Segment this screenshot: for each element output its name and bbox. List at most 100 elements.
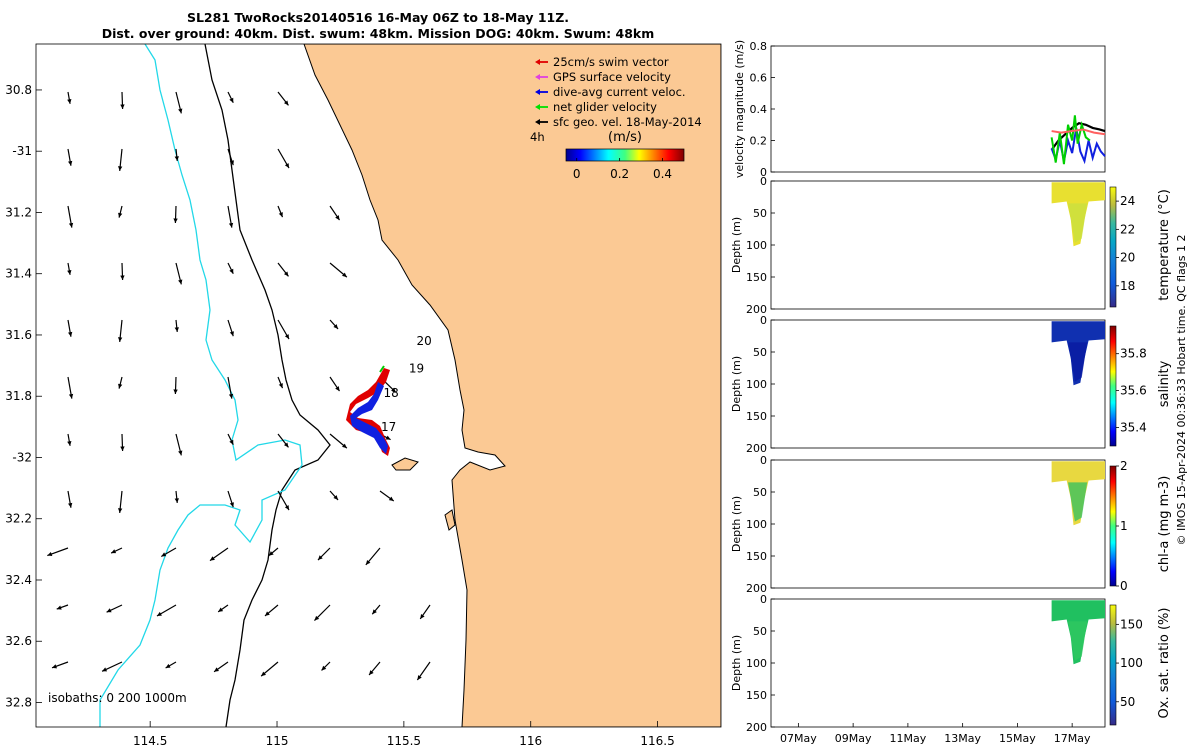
surface-velocity-arrows (47, 91, 431, 681)
colorbar-tick-label: 20 (1120, 251, 1135, 265)
lon-tick-label: 116 (519, 734, 542, 748)
depth-panel-frame (770, 319, 1106, 449)
time-label: 4h (530, 130, 545, 144)
velocity-arrow-head (228, 393, 234, 399)
depth-tick-label: 200 (746, 721, 767, 734)
velocity-arrow-head (229, 502, 234, 508)
time-tick-label: 13May (944, 732, 981, 745)
velocity-arrow-head (156, 611, 162, 616)
colorbar-tick-label: 22 (1120, 222, 1135, 236)
colorbar-tick-label: 35.8 (1120, 347, 1147, 361)
depth-ylabel: Depth (m) (730, 217, 743, 273)
lat-tick-label: 32.8 (5, 695, 32, 709)
map-panel: 20 19 18 17 114.5 115 115.5 116 116.5 30.8 -31 31.… (5, 43, 722, 748)
velocity-arrow-head (335, 386, 340, 392)
velocity-arrow-head (229, 439, 234, 445)
map-frame (35, 43, 722, 728)
velocity-arrow-head (118, 166, 123, 171)
velocity-ytick-label: 0.4 (750, 103, 768, 116)
velocity-arrow-head (314, 615, 320, 621)
depth-ylabel: Depth (m) (730, 356, 743, 412)
velocity-arrow-head (118, 508, 123, 513)
velocity-arrow-head (335, 215, 340, 221)
depth-ylabel: Depth (m) (730, 635, 743, 691)
depth-tick-label: 150 (746, 689, 767, 702)
velocity-arrow-head (284, 334, 289, 340)
velocity-arrow-head (67, 99, 72, 104)
garden-island (391, 457, 419, 471)
velocity-arrow-head (268, 551, 274, 556)
velocity-arrow-head (333, 495, 339, 500)
velocity-arrow-head (120, 275, 125, 280)
velocity-arrow-head (317, 555, 323, 561)
velocity-arrow-head (178, 279, 183, 285)
title-line-2: Dist. over ground: 40km. Dist. swum: 48k… (102, 26, 655, 41)
rottnest-island (444, 509, 456, 531)
velocity-arrow-head (420, 613, 425, 619)
colorbar-tick-label: 35.4 (1120, 421, 1147, 435)
velocity-arrow-head (229, 268, 234, 274)
velocity-arrow-head (342, 443, 347, 449)
speed-colorbar (565, 148, 685, 162)
velocity-arrow-head (106, 608, 112, 613)
time-tick-label: 11May (890, 732, 927, 745)
velocity-arrow-head (388, 496, 394, 501)
panel-colorbar (1109, 186, 1117, 308)
day-label: 19 (409, 362, 424, 376)
depth-panel: 0 50 100 150 200 Depth (m) 0 1 2 chl-a (mg m-3) (730, 454, 1172, 595)
velocity-panel: 0 0.2 0.4 0.6 0.8 velocity magnitude (m/s) (733, 40, 1106, 179)
lat-tick-label: 32.2 (5, 512, 32, 526)
legend-swatch-head (535, 119, 540, 125)
velocity-arrow-head (174, 156, 179, 161)
colorbar-label: chl-a (mg m-3) (1157, 476, 1172, 573)
velocity-arrow-head (120, 104, 125, 109)
depth-tick-label: 50 (753, 486, 767, 499)
velocity-arrow-head (264, 611, 270, 616)
colorbar-label: Ox. sat. ratio (%) (1157, 608, 1172, 719)
velocity-arrow-head (68, 331, 73, 337)
colorbar-tick-label: 0 (1120, 579, 1128, 593)
velocity-ticks: 0 0.2 0.4 0.6 0.8 (750, 40, 775, 179)
colorbar-tick-label: 2 (1120, 459, 1128, 473)
depth-panel-frame (770, 598, 1106, 728)
lon-tick-label: 115 (266, 734, 289, 748)
colorbar-tick-label: 0.2 (610, 167, 629, 181)
velocity-arrow-head (214, 667, 220, 672)
velocity-arrow-head (67, 441, 72, 446)
velocity-arrow-head (178, 450, 183, 456)
depth-tick-label: 150 (746, 410, 767, 423)
velocity-arrow-head (173, 218, 178, 223)
legend-swatch-head (535, 74, 540, 80)
lat-tick-label: 31.6 (5, 328, 32, 342)
velocity-arrow-head (284, 505, 289, 511)
velocity-arrow-head (173, 389, 178, 394)
day-labels: 20 19 18 17 (381, 334, 432, 434)
velocity-arrow-head (47, 551, 53, 557)
legend-entry: dive-avg current veloc. (553, 85, 686, 99)
depth-tick-label: 50 (753, 625, 767, 638)
legend-entry: GPS surface velocity (553, 70, 671, 84)
time-tick-label: 17May (1054, 732, 1091, 745)
velocity-arrow-head (365, 560, 371, 565)
depth-tick-label: 0 (760, 314, 767, 327)
lat-tick-label: 31.2 (5, 205, 32, 219)
lat-tick-label: 31.4 (5, 267, 32, 281)
velocity-arrow-head (56, 605, 62, 610)
panel-colorbar (1109, 604, 1117, 726)
colorbar-tick-label: 0.4 (653, 167, 672, 181)
lat-tick-label: 30.8 (5, 83, 32, 97)
velocity-arrow-head (118, 212, 123, 218)
velocity-arrow-head (174, 498, 179, 503)
velocity-arrow-head (417, 675, 422, 681)
velocity-arrow-head (372, 609, 377, 615)
time-tick-label: 07May (780, 732, 817, 745)
time-tick-label: 15May (999, 732, 1036, 745)
velocity-ytick-label: 0 (760, 166, 767, 179)
colorbar-tick-label: 150 (1120, 617, 1143, 631)
depth-tick-label: 100 (746, 239, 767, 252)
lon-tick-label: 114.5 (133, 734, 167, 748)
velocity-ytick-label: 0.8 (750, 40, 768, 53)
velocity-arrow-head (68, 160, 73, 166)
profile-section-deep (1068, 621, 1088, 661)
